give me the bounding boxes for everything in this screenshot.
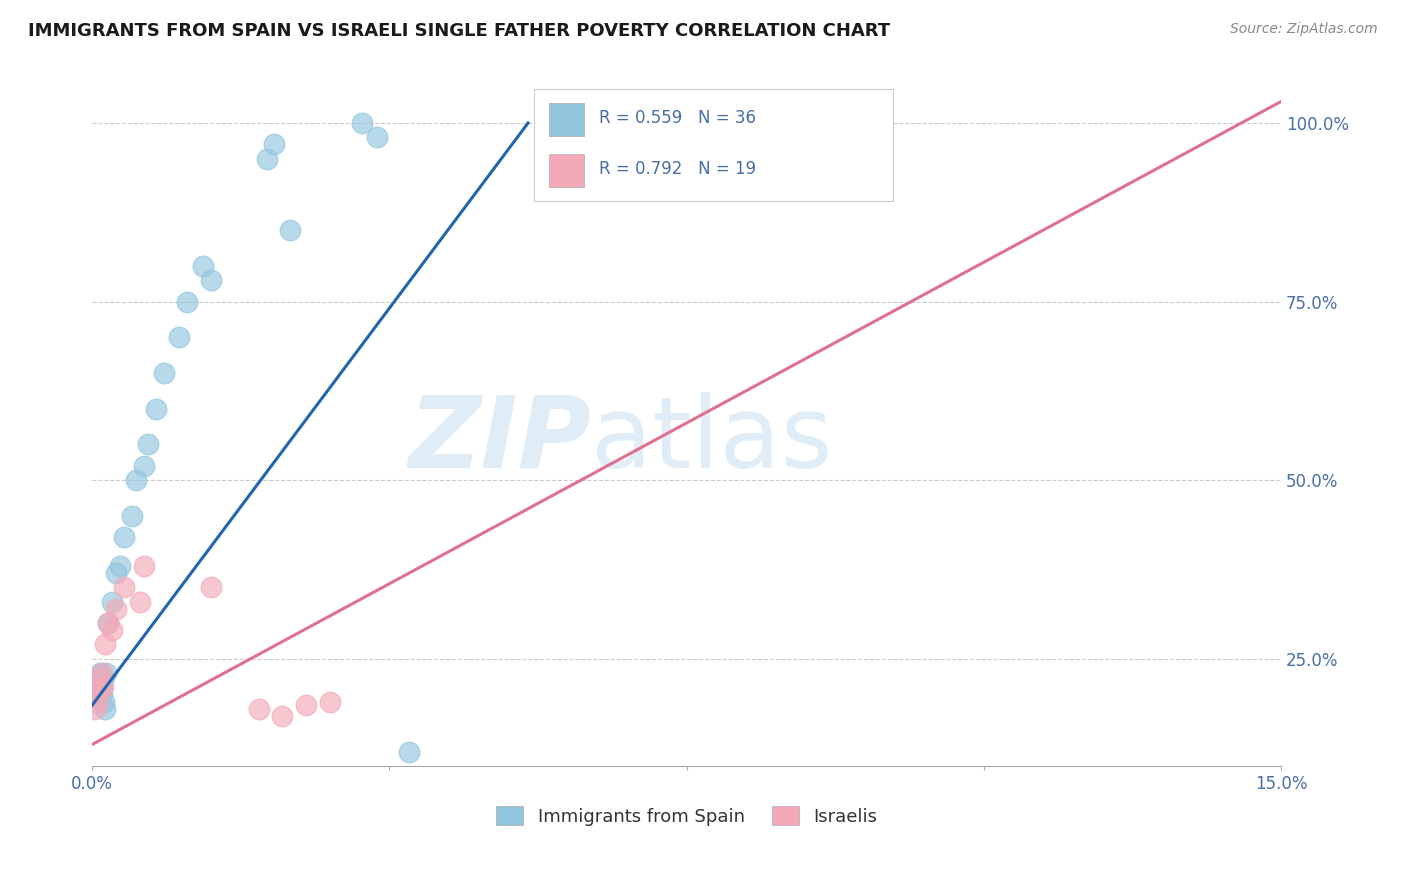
Point: [121, 508, 143, 523]
Point: [271, 709, 294, 723]
Point: [94, 665, 117, 680]
Point: [90, 673, 112, 688]
Point: [90, 681, 112, 695]
Point: [104, 601, 127, 615]
Point: [87, 677, 110, 691]
Point: [86, 688, 108, 702]
Point: [84, 681, 107, 695]
Point: [620, 137, 643, 152]
Point: [319, 695, 342, 709]
Point: [256, 152, 278, 166]
Point: [366, 130, 388, 145]
Point: [112, 530, 135, 544]
Point: [200, 580, 222, 594]
Point: [278, 223, 301, 237]
Point: [169, 330, 191, 344]
Point: [89, 670, 111, 684]
Text: atlas: atlas: [592, 392, 834, 489]
Point: [128, 594, 150, 608]
Point: [84, 684, 107, 698]
Point: [87, 684, 110, 698]
Point: [176, 294, 198, 309]
Point: [145, 401, 167, 416]
Point: [93, 695, 115, 709]
Point: [90, 665, 112, 680]
Point: [83, 688, 105, 702]
Point: [97, 615, 120, 630]
Point: [200, 273, 222, 287]
Point: [101, 623, 124, 637]
Point: [398, 745, 420, 759]
Point: [350, 116, 373, 130]
Point: [89, 673, 111, 688]
Bar: [548, 103, 585, 136]
Point: [247, 702, 270, 716]
Text: R = 0.792   N = 19: R = 0.792 N = 19: [599, 161, 756, 178]
Text: R = 0.559   N = 36: R = 0.559 N = 36: [599, 109, 756, 128]
Point: [91, 673, 114, 688]
Point: [101, 594, 124, 608]
Point: [136, 437, 159, 451]
Point: [112, 580, 135, 594]
Point: [295, 698, 318, 713]
Point: [132, 458, 155, 473]
Point: [263, 137, 285, 152]
Point: [132, 558, 155, 573]
Point: [97, 615, 120, 630]
Point: [91, 681, 114, 695]
Text: IMMIGRANTS FROM SPAIN VS ISRAELI SINGLE FATHER POVERTY CORRELATION CHART: IMMIGRANTS FROM SPAIN VS ISRAELI SINGLE …: [28, 22, 890, 40]
Point: [108, 558, 131, 573]
Point: [152, 366, 174, 380]
Point: [125, 473, 148, 487]
Point: [86, 695, 108, 709]
Point: [89, 665, 111, 680]
Point: [94, 637, 117, 651]
Point: [104, 566, 127, 580]
Point: [84, 702, 107, 716]
Point: [87, 673, 110, 688]
Point: [91, 688, 114, 702]
Bar: [548, 153, 585, 187]
Point: [94, 702, 117, 716]
Point: [191, 259, 214, 273]
Legend: Immigrants from Spain, Israelis: Immigrants from Spain, Israelis: [489, 799, 884, 833]
Text: ZIP: ZIP: [409, 392, 592, 489]
Text: Source: ZipAtlas.com: Source: ZipAtlas.com: [1230, 22, 1378, 37]
